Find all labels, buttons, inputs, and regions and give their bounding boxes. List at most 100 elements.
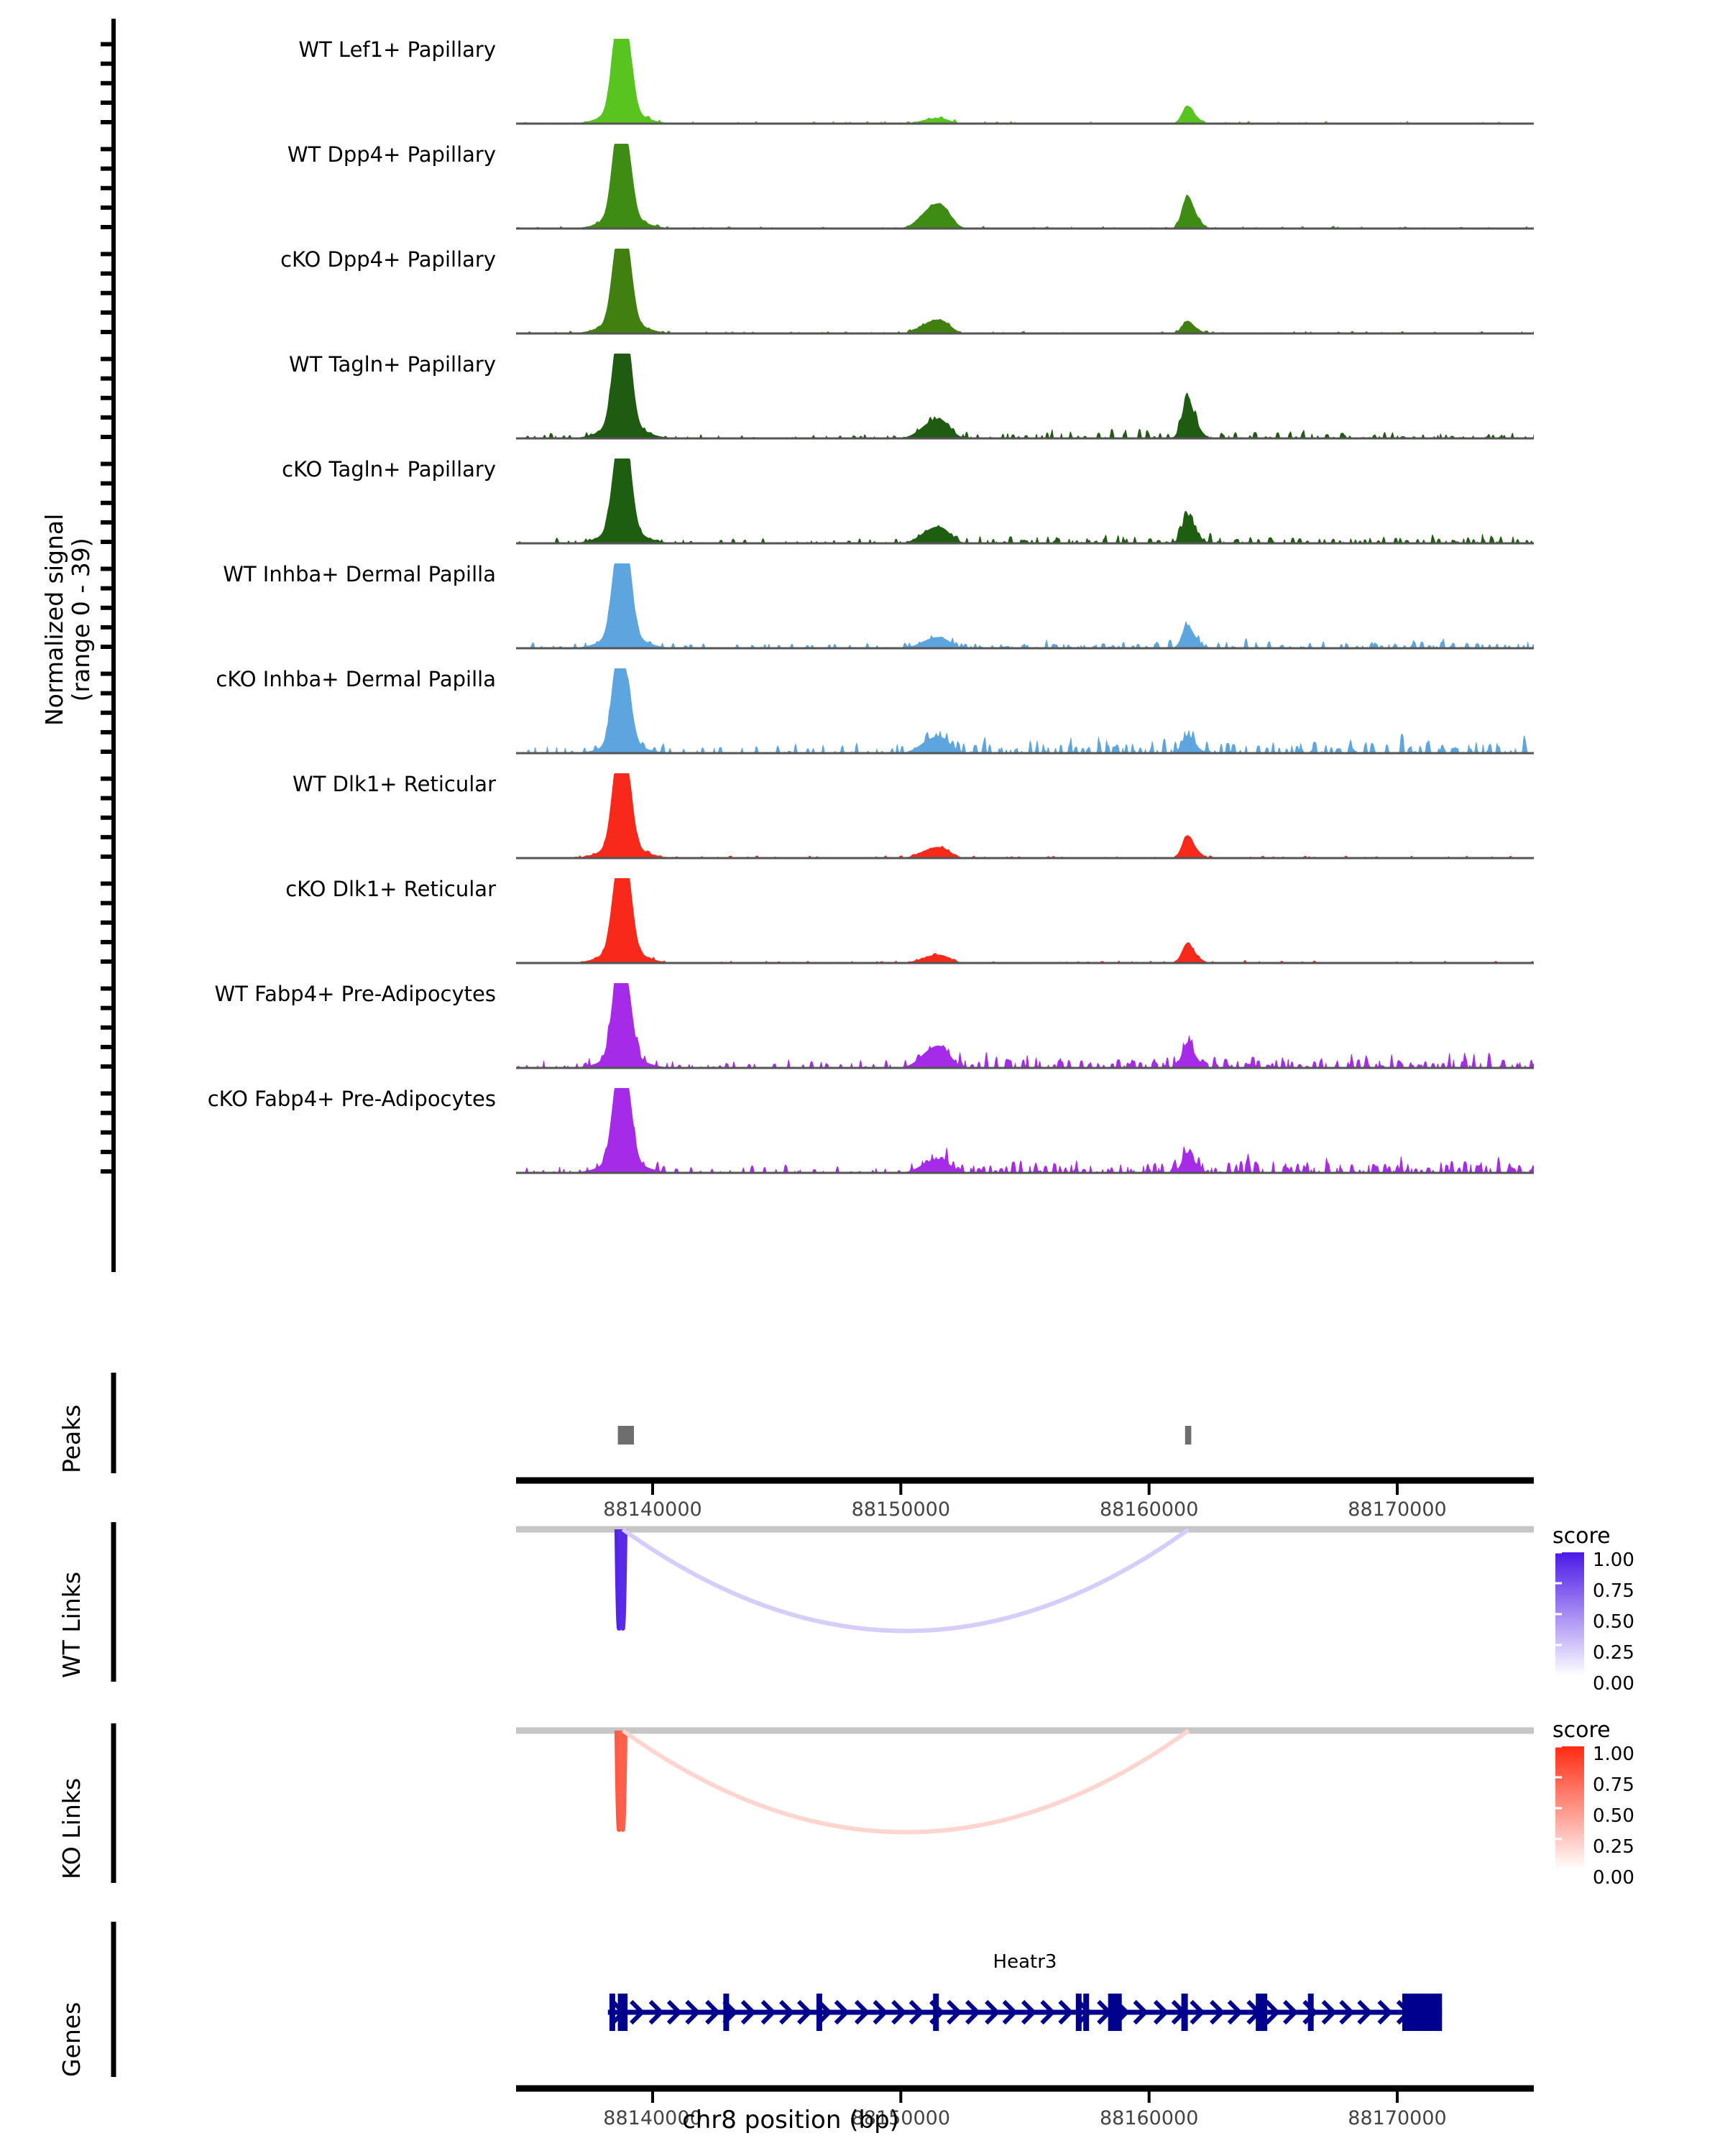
kolinks-panel-label: KO Links <box>58 1777 86 1879</box>
link-arc <box>621 1728 1190 1835</box>
legend-title: score <box>1552 1524 1611 1549</box>
signal-track-area <box>516 354 1534 438</box>
signal-track-area <box>516 983 1534 1068</box>
x-tick-label-bottom: 88160000 <box>1099 2107 1199 2129</box>
gene-strand-arrow <box>1040 1999 1056 2025</box>
x-tick-label-bottom: 88140000 <box>603 2107 702 2129</box>
gene-strand-arrow <box>1377 1999 1393 2025</box>
gene-strand-arrow <box>965 1999 981 2025</box>
legend-tick-label: 0.00 <box>1593 1673 1634 1695</box>
legend-title: score <box>1552 1718 1611 1743</box>
gene-exon <box>617 1994 624 2031</box>
gene-strand-arrow <box>1339 1999 1355 2025</box>
gene-strand-arrow <box>985 1999 1000 2025</box>
gene-strand-arrow <box>908 1999 925 2025</box>
gene-exon <box>1075 1994 1082 2031</box>
signal-track-label: cKO Dpp4+ Papillary <box>280 247 496 272</box>
gene-strand-arrow <box>1021 1999 1037 2025</box>
link-arc <box>618 1529 627 1631</box>
gene-exon <box>1181 1994 1188 2031</box>
gene-strand-arrow <box>666 1999 683 2025</box>
signal-track-label: cKO Dlk1+ Reticular <box>285 877 496 901</box>
gene-strand-arrow <box>1058 1999 1074 2025</box>
gene-strand-arrow <box>705 1999 721 2025</box>
signal-track-area <box>516 773 1534 858</box>
gene-strand-arrow <box>891 1999 907 2025</box>
gene-strand-arrow <box>779 1999 795 2025</box>
peaks-track-panel: Peaks 88140000 88150000 88160000 88170000 <box>0 1365 1581 1521</box>
gene-strand-arrow <box>834 1999 850 2025</box>
gene-exon <box>933 1994 939 2031</box>
gene-exon <box>816 1994 822 2031</box>
legend-tick-label: 1.00 <box>1593 1743 1634 1765</box>
x-axis-title: chr8 position (bp) <box>682 2106 899 2134</box>
gene-exon <box>609 1994 615 2031</box>
gene-strand-arrow <box>1227 1999 1243 2025</box>
peak-block <box>1184 1426 1192 1445</box>
peak-block <box>617 1426 634 1445</box>
gene-strand-arrow <box>685 1999 701 2025</box>
x-tick-label: 88170000 <box>1348 1498 1447 1521</box>
signal-track-label: WT Inhba+ Dermal Papilla <box>223 562 496 586</box>
legend-tick-label: 0.75 <box>1593 1774 1634 1796</box>
signal-track-area <box>516 668 1534 753</box>
x-tick-label-bottom: 88150000 <box>851 2107 951 2129</box>
gene-strand-arrow <box>947 1999 962 2025</box>
peaks-track-label: Peaks <box>58 1404 86 1473</box>
legend-tick-label: 0.25 <box>1593 1836 1634 1858</box>
x-tick-label: 88140000 <box>603 1498 702 1521</box>
gene-exon <box>1083 1994 1090 2031</box>
x-tick-label-bottom: 88170000 <box>1348 2107 1447 2129</box>
signal-track-label: WT Dpp4+ Papillary <box>287 142 496 167</box>
gene-exon <box>723 1994 730 2031</box>
gene-strand-arrow <box>648 1999 665 2025</box>
gene-strand-arrow <box>873 1999 888 2025</box>
gene-strand-arrow <box>1357 1999 1373 2025</box>
legend-tick-label: 0.50 <box>1593 1805 1634 1827</box>
gene-strand-arrow <box>760 1999 777 2025</box>
gene-strand-arrow <box>1282 1999 1299 2025</box>
ko-links-legend: score 1.00 0.75 0.50 0.25 0.00 <box>1552 1718 1725 1904</box>
gene-strand-arrow <box>1264 1999 1281 2025</box>
wtlinks-panel-label: WT Links <box>58 1571 86 1678</box>
gene-strand-arrow <box>630 1999 645 2025</box>
gene-strand-arrow <box>1133 1999 1149 2025</box>
signal-track-label: WT Dlk1+ Reticular <box>293 772 496 796</box>
gene-strand-arrow <box>854 1999 870 2025</box>
link-arc <box>618 1730 627 1832</box>
legend-tick-label: 0.75 <box>1593 1580 1634 1602</box>
gene-strand-arrow <box>796 1999 813 2025</box>
signal-track-label: cKO Fabp4+ Pre-Adipocytes <box>207 1087 496 1111</box>
signal-track-label: WT Lef1+ Papillary <box>298 37 496 62</box>
x-tick-label: 88160000 <box>1099 1498 1199 1521</box>
legend-tick-label: 0.25 <box>1593 1642 1634 1664</box>
gene-name-label: Heatr3 <box>993 1951 1057 1973</box>
legend-tick-label: 1.00 <box>1593 1549 1634 1571</box>
genes-track-panel: Heatr3 Genes 88140000 88150000 88160000 88170… <box>0 1912 1581 2156</box>
signal-tracks-panel: WT Lef1+ Papillary WT Dpp4+ Papillary cKO … <box>101 19 1534 1272</box>
gene-strand-arrow <box>1321 1999 1338 2025</box>
legend-tick-label: 0.50 <box>1593 1611 1634 1633</box>
ko-links-track-panel: KO Links <box>0 1710 1581 1912</box>
signal-track-area <box>516 1088 1534 1173</box>
signal-track-area <box>516 563 1534 648</box>
gene-exon <box>1108 1994 1122 2031</box>
signal-track-label: cKO Tagln+ Papillary <box>282 457 496 482</box>
gene-exon <box>1402 1994 1443 2031</box>
x-tick-label: 88150000 <box>851 1498 951 1521</box>
gene-exon <box>622 1994 628 2031</box>
signal-track-label: cKO Inhba+ Dermal Papilla <box>216 667 496 691</box>
gene-strand-arrow <box>1002 1999 1018 2025</box>
legend-tick-label: 0.00 <box>1593 1867 1634 1889</box>
gene-exon <box>1256 1994 1268 2031</box>
gene-strand-arrow <box>1302 1999 1318 2025</box>
wt-links-track-panel: WT Links <box>0 1509 1581 1710</box>
gene-strand-arrow <box>1190 1999 1205 2025</box>
signal-track-label: WT Fabp4+ Pre-Adipocytes <box>214 982 497 1006</box>
gene-exon <box>1307 1994 1314 2031</box>
wt-links-legend: score 1.00 0.75 0.50 0.25 0.00 <box>1552 1524 1725 1710</box>
gene-strand-arrow <box>1077 1999 1092 2025</box>
gene-strand-arrow <box>740 1999 757 2025</box>
signal-track-label: WT Tagln+ Papillary <box>288 352 496 377</box>
gene-strand-arrow <box>1210 1999 1225 2025</box>
